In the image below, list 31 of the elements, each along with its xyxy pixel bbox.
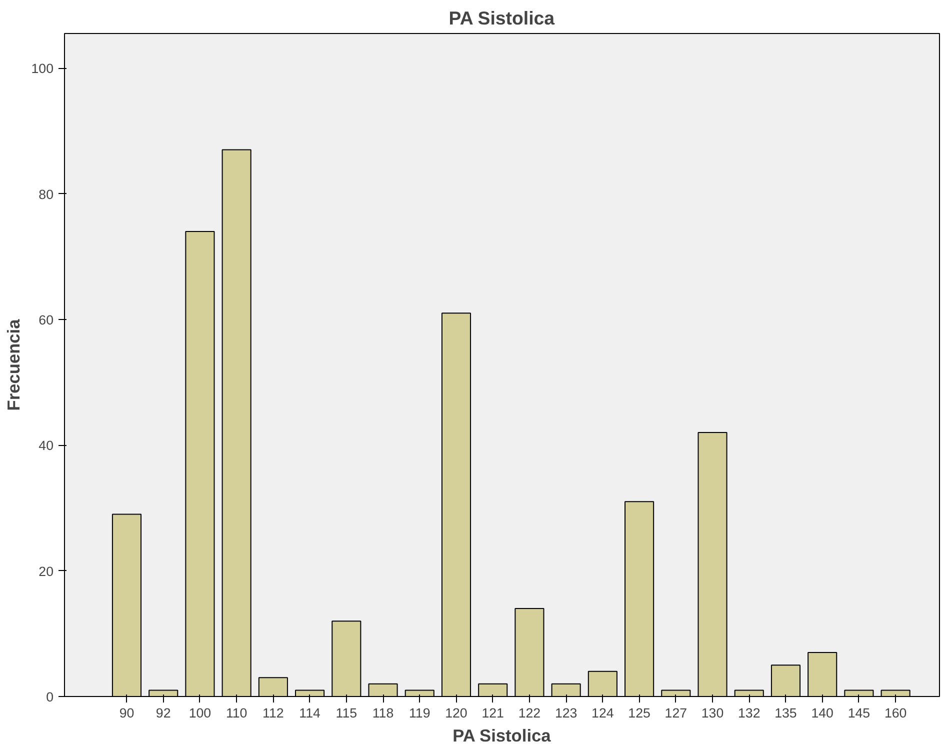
x-tick-label: 121 <box>482 706 504 720</box>
x-tick-label: 140 <box>811 706 834 720</box>
x-tick-label: 123 <box>554 706 578 720</box>
x-tick-label: 100 <box>188 706 212 720</box>
y-axis-title: Frecuencia <box>3 318 24 411</box>
x-tick-label: 114 <box>299 706 322 720</box>
y-tick-label: 20 <box>38 564 54 579</box>
x-tick-label: 130 <box>701 706 724 720</box>
y-tick-label: 100 <box>31 61 54 76</box>
y-tick-label: 80 <box>38 186 54 202</box>
x-tick-label: 125 <box>628 706 650 720</box>
x-tick-label: 120 <box>445 706 468 720</box>
y-tick-label: 60 <box>38 312 54 328</box>
x-tick-label: 135 <box>774 706 797 720</box>
y-tick-label: 40 <box>38 438 54 454</box>
x-tick-label: 118 <box>372 706 394 720</box>
x-tick-label: 124 <box>592 706 614 720</box>
x-tick-label: 132 <box>738 706 760 720</box>
x-tick-label: 160 <box>884 706 907 720</box>
x-tick-label: 112 <box>262 706 284 720</box>
x-axis-title: PA Sistolica <box>452 726 552 746</box>
x-tick-label: 92 <box>156 706 171 720</box>
x-tick-label: 145 <box>848 706 870 720</box>
x-tick-label: 115 <box>336 706 358 720</box>
y-tick-label: 0 <box>46 690 54 704</box>
x-tick-label: 110 <box>226 706 248 720</box>
x-tick-label: 122 <box>518 706 541 720</box>
x-tick-label: 90 <box>119 706 134 720</box>
x-tick-label: 119 <box>409 706 430 720</box>
x-tick-label: 127 <box>664 706 688 720</box>
chart-title: PA Sistolica <box>448 8 556 28</box>
